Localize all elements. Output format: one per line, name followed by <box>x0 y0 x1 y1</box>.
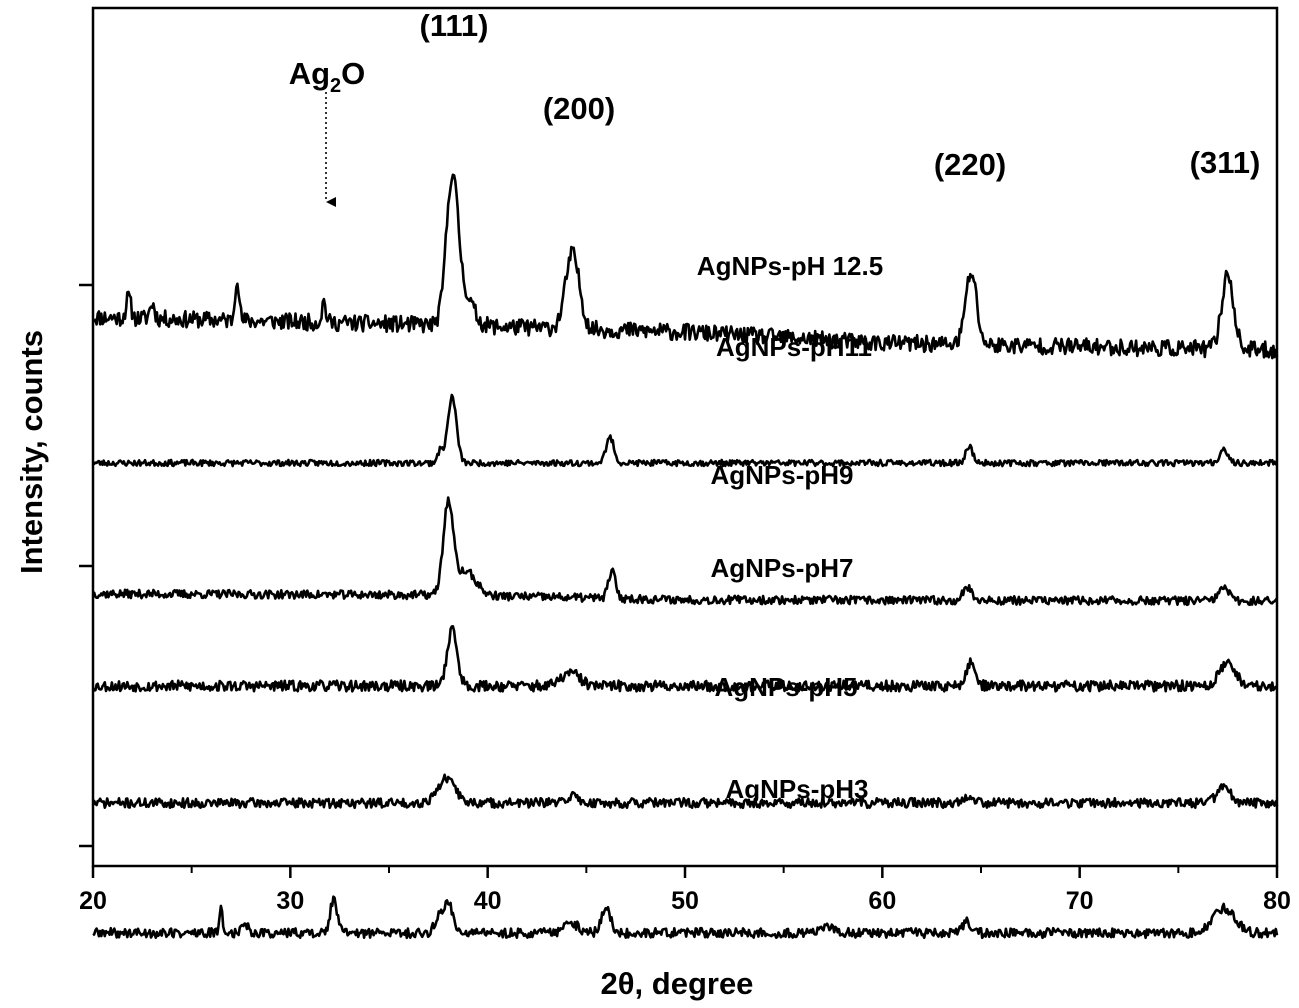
series-label-1: AgNPs-pH 12.5 <box>697 251 883 281</box>
series-line-5 <box>91 773 1279 810</box>
plot-frame <box>91 6 1279 868</box>
x-tick-label-20: 20 <box>79 887 107 915</box>
series-label-6: AgNPs-pH3 <box>725 774 868 804</box>
series-line-1 <box>92 173 1279 360</box>
x-tick-label-60: 60 <box>868 887 896 915</box>
peak-label-220: (220) <box>934 147 1006 182</box>
series-label-5: AgNPs-pH5 <box>714 672 857 702</box>
x-tick-label-50: 50 <box>671 887 699 915</box>
y-axis-label: Intensity, counts <box>14 330 49 574</box>
series-label-4: AgNPs-pH7 <box>710 553 853 583</box>
series-group: AgNPs-pH 12.5 AgNPs-pH11 AgNPs-pH9 AgNPs-pH… <box>91 173 1279 940</box>
peak-label-200: (200) <box>543 91 615 126</box>
series-line-2 <box>92 393 1278 468</box>
x-tick-label-80: 80 <box>1263 887 1291 915</box>
x-tick-label-70: 70 <box>1066 887 1094 915</box>
series-line-4 <box>91 625 1279 693</box>
series-label-2: AgNPs-pH11 <box>716 332 872 362</box>
peak-label-111: (111) <box>420 8 489 43</box>
series-line-6 <box>92 895 1279 940</box>
x-tick-label-30: 30 <box>276 887 304 915</box>
ag2o-label: Ag2O <box>289 56 366 97</box>
series-line-3 <box>91 496 1279 607</box>
x-ticks: 20 30 40 50 60 70 80 <box>79 866 1291 915</box>
x-axis-label: 2θ, degree <box>601 966 754 1001</box>
x-tick-label-40: 40 <box>474 887 502 915</box>
y-ticks <box>79 283 93 848</box>
peak-label-311: (311) <box>1190 145 1261 180</box>
series-label-3: AgNPs-pH9 <box>710 460 853 490</box>
